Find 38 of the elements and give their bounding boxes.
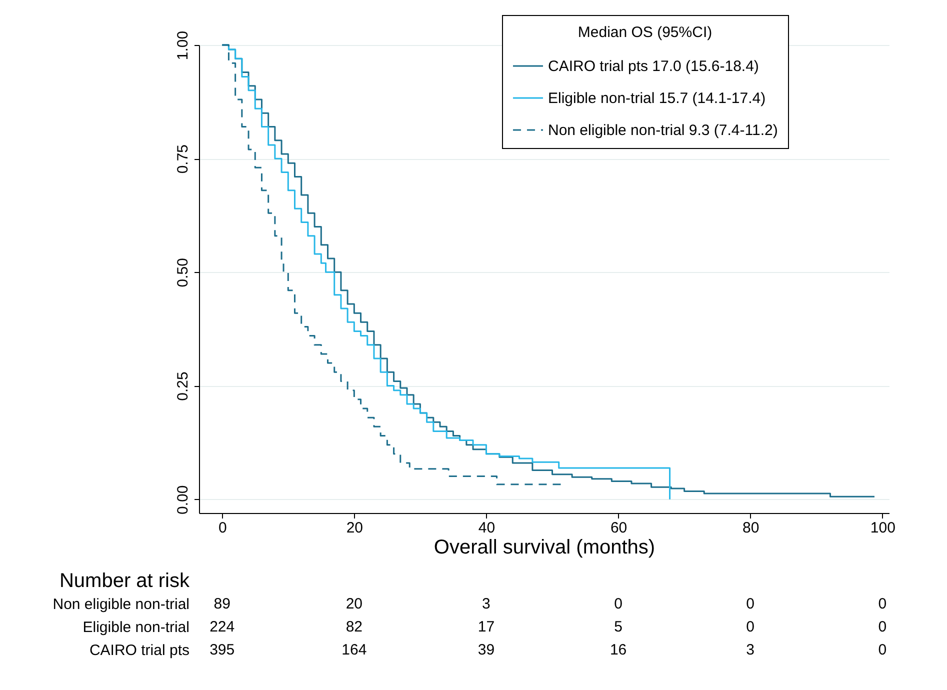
legend-label: CAIRO trial pts 17.0 (15.6-18.4) xyxy=(548,58,759,75)
text: Number at risk xyxy=(59,570,190,592)
text: 164 xyxy=(342,642,367,658)
x-tick-label: 80 xyxy=(742,520,760,536)
text: 39 xyxy=(478,642,495,658)
text: 89 xyxy=(214,596,230,612)
y-tick-label: 0.50 xyxy=(174,258,192,288)
text: 3 xyxy=(746,642,755,658)
y-tick-label: 0.00 xyxy=(174,485,192,514)
text: 0 xyxy=(614,596,622,612)
text: CAIRO trial pts xyxy=(89,642,190,659)
text: 16 xyxy=(610,642,627,658)
text: 395 xyxy=(210,642,235,658)
x-tick-label: 60 xyxy=(610,520,628,536)
text: 0 xyxy=(878,642,887,658)
legend-label: Eligible non-trial 15.7 (14.1-17.4) xyxy=(548,90,766,107)
x-axis-title: Overall survival (months) xyxy=(434,536,656,558)
x-tick-label: 40 xyxy=(478,520,496,536)
text: 0 xyxy=(746,618,755,636)
text: 224 xyxy=(210,618,235,636)
text: 5 xyxy=(614,618,622,636)
text: 82 xyxy=(346,618,363,636)
y-tick-label: 0.25 xyxy=(174,372,192,401)
x-tick-label: 100 xyxy=(870,520,896,536)
legend-label: Non eligible non-trial 9.3 (7.4-11.2) xyxy=(548,122,778,139)
text: 20 xyxy=(346,596,363,612)
x-tick-label: 0 xyxy=(218,520,227,536)
text: Non eligible non-trial xyxy=(52,596,190,613)
y-tick-label: 1.00 xyxy=(174,30,192,60)
text: Eligible non-trial xyxy=(82,619,190,636)
text: 0 xyxy=(878,618,887,636)
y-tick-label: 0.75 xyxy=(174,144,192,174)
text: 0 xyxy=(878,596,887,612)
text: 0 xyxy=(746,596,755,612)
text: 3 xyxy=(482,596,490,612)
legend-title: Median OS (95%CI) xyxy=(578,24,712,41)
text: 17 xyxy=(478,618,495,636)
x-tick-label: 20 xyxy=(346,520,364,536)
